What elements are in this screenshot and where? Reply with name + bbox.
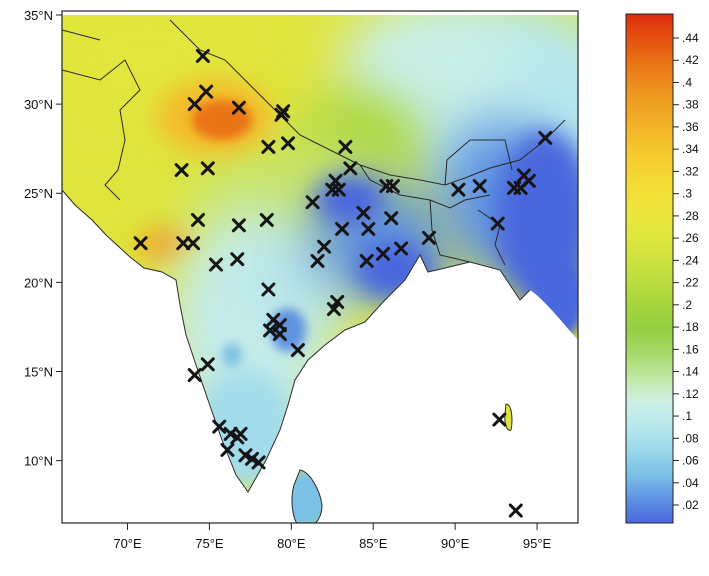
- colorbar-tick-label: .28: [682, 209, 699, 223]
- lat-tick-label: 10°N: [24, 454, 53, 469]
- station-marker: [310, 253, 325, 268]
- colorbar-tick-label: .3: [682, 187, 692, 201]
- colorbar-tick-label: .06: [682, 454, 699, 468]
- longitude-axis: 70°E 75°E 80°E 85°E 90°E 95°E: [113, 523, 552, 551]
- station-marker: [272, 327, 287, 342]
- station-marker: [451, 182, 466, 197]
- station-marker: [231, 100, 246, 115]
- colorbar-tick-label: .44: [682, 31, 699, 45]
- station-marker: [490, 216, 505, 231]
- lat-tick-label: 25°N: [24, 186, 53, 201]
- lon-tick-label: 95°E: [523, 536, 552, 551]
- station-marker: [538, 130, 553, 145]
- colorbar-tick-label: .18: [682, 320, 699, 334]
- lon-tick-label: 70°E: [113, 536, 142, 551]
- lon-tick-label: 80°E: [277, 536, 306, 551]
- station-marker: [187, 368, 202, 383]
- lat-tick-label: 30°N: [24, 97, 53, 112]
- station-marker: [199, 84, 214, 99]
- station-marker: [261, 282, 276, 297]
- colorbar-tick-label: .02: [682, 498, 699, 512]
- station-marker: [200, 161, 215, 176]
- colorbar: .44 .42 .4 .38 .36 .34 .32 .3 .28 .26 .24 .22 .2 .18.…: [625, 13, 699, 524]
- colorbar-tick-label: .38: [682, 98, 699, 112]
- station-marker: [492, 412, 507, 427]
- lat-tick-label: 35°N: [24, 8, 53, 23]
- station-marker: [186, 236, 201, 251]
- station-marker: [317, 239, 332, 254]
- station-marker: [326, 302, 341, 317]
- station-marker: [176, 236, 191, 251]
- station-marker: [231, 218, 246, 233]
- station-marker: [281, 136, 296, 151]
- station-marker: [238, 448, 253, 463]
- colorbar-tick-label: .22: [682, 276, 699, 290]
- lon-tick-label: 85°E: [359, 536, 388, 551]
- colorbar-tick-label: .2: [682, 298, 692, 312]
- colorbar-tick-label: .32: [682, 164, 699, 178]
- colorbar-ticks: .44 .42 .4 .38 .36 .34 .32 .3 .28 .26 .24 .22 .2 .18.…: [673, 31, 699, 512]
- station-marker: [208, 257, 223, 272]
- station-marker: [220, 442, 235, 457]
- station-marker: [384, 211, 399, 226]
- colorbar-tick-label: .12: [682, 387, 699, 401]
- station-markers: [133, 48, 553, 518]
- lon-tick-label: 90°E: [441, 536, 470, 551]
- station-marker: [233, 426, 248, 441]
- station-marker: [212, 419, 227, 434]
- map-frame: [61, 10, 579, 524]
- station-marker: [394, 241, 409, 256]
- colorbar-tick-label: .08: [682, 431, 699, 445]
- colorbar-tick-label: .34: [682, 142, 699, 156]
- colorbar-tick-label: .24: [682, 253, 699, 267]
- station-marker: [421, 230, 436, 245]
- station-marker: [190, 212, 205, 227]
- lat-tick-label: 20°N: [24, 275, 53, 290]
- lat-tick-label: 15°N: [24, 364, 53, 379]
- station-marker: [245, 451, 260, 466]
- station-marker: [261, 139, 276, 154]
- station-marker: [305, 195, 320, 210]
- station-marker: [330, 294, 345, 309]
- station-marker: [259, 212, 274, 227]
- station-marker: [200, 357, 215, 372]
- latitude-axis: 35°N 30°N 25°N 20°N 15°N 10°N: [24, 8, 62, 469]
- colorbar-tick-label: .42: [682, 53, 699, 67]
- station-marker: [274, 107, 289, 122]
- station-marker: [338, 139, 353, 154]
- station-marker: [343, 161, 358, 176]
- station-marker: [472, 179, 487, 194]
- lon-tick-label: 75°E: [195, 536, 224, 551]
- station-marker: [331, 182, 346, 197]
- station-marker: [133, 236, 148, 251]
- station-marker: [335, 221, 350, 236]
- station-marker: [290, 343, 305, 358]
- colorbar-tick-label: .4: [682, 75, 692, 89]
- colorbar-tick-label: .36: [682, 120, 699, 134]
- colorbar-tick-label: .04: [682, 476, 699, 490]
- station-marker: [356, 205, 371, 220]
- station-marker: [223, 426, 238, 441]
- station-marker: [508, 503, 523, 518]
- colorbar-tick-label: .26: [682, 231, 699, 245]
- station-marker: [195, 48, 210, 63]
- station-marker: [251, 455, 266, 470]
- station-marker: [174, 163, 189, 178]
- colorbar-bar: [625, 13, 674, 524]
- station-marker: [385, 179, 400, 194]
- station-marker: [361, 221, 376, 236]
- station-marker: [187, 97, 202, 112]
- country-borders: [62, 19, 566, 523]
- colorbar-tick-label: .1: [682, 409, 692, 423]
- map-field: [62, 11, 578, 523]
- station-marker: [263, 323, 278, 338]
- station-marker: [230, 252, 245, 267]
- station-marker: [513, 180, 528, 195]
- station-marker: [359, 253, 374, 268]
- colorbar-tick-label: .16: [682, 342, 699, 356]
- colorbar-tick-label: .14: [682, 365, 699, 379]
- station-marker: [376, 246, 391, 261]
